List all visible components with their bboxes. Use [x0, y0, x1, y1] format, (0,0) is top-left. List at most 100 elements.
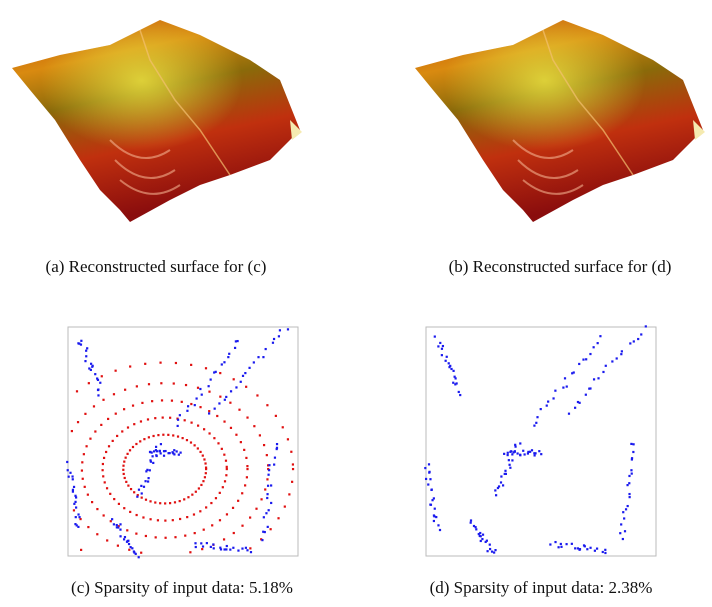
sample-point — [620, 523, 622, 525]
sample-point — [119, 529, 121, 531]
sample-point — [437, 524, 439, 526]
sample-point — [489, 544, 491, 546]
sample-point — [240, 441, 242, 443]
sample-point — [536, 416, 538, 418]
sample-point — [632, 443, 634, 445]
sample-point — [155, 454, 157, 456]
sample-point — [268, 464, 270, 466]
sample-point — [217, 442, 219, 444]
sample-point — [585, 358, 587, 360]
sample-point — [510, 450, 512, 452]
sample-point — [270, 528, 272, 530]
sample-point — [219, 492, 221, 494]
sample-point — [631, 458, 633, 460]
sample-point — [223, 361, 225, 363]
sample-point — [504, 473, 506, 475]
sample-point — [155, 446, 157, 448]
sample-point — [243, 449, 245, 451]
sample-point — [119, 523, 121, 525]
sample-point — [177, 435, 179, 437]
sample-point — [182, 437, 184, 439]
sample-point — [266, 497, 268, 499]
sample-point — [214, 408, 216, 410]
sample-point — [219, 372, 221, 374]
sample-point — [197, 425, 199, 427]
sample-point — [226, 466, 228, 468]
sample-point — [174, 536, 176, 538]
sample-point — [238, 409, 240, 411]
sample-point — [97, 394, 99, 396]
sample-point — [625, 508, 627, 510]
sample-point — [90, 363, 92, 365]
sample-point — [88, 382, 90, 384]
sample-point — [428, 463, 430, 465]
sample-point — [599, 335, 601, 337]
sample-point — [485, 541, 487, 543]
sample-point — [100, 424, 102, 426]
sample-point — [574, 547, 576, 549]
sample-point — [128, 549, 130, 551]
sample-point — [133, 491, 135, 493]
sample-point — [511, 459, 513, 461]
sample-point — [97, 389, 99, 391]
sample-point — [495, 494, 497, 496]
plot-frame — [68, 327, 298, 556]
sample-point — [144, 363, 146, 365]
sample-point — [79, 518, 81, 520]
sample-point — [75, 516, 77, 518]
sample-point — [123, 507, 125, 509]
sample-point — [175, 362, 177, 364]
sample-point — [235, 434, 237, 436]
sample-point — [253, 361, 255, 363]
sample-point — [582, 358, 584, 360]
sample-point — [186, 410, 188, 412]
sample-point — [287, 328, 289, 330]
sample-point — [629, 342, 631, 344]
sample-point — [132, 446, 134, 448]
sample-point — [589, 353, 591, 355]
sample-point — [240, 381, 242, 383]
sample-point — [268, 509, 270, 511]
sample-point — [87, 494, 89, 496]
sample-point — [194, 444, 196, 446]
sample-point — [154, 501, 156, 503]
sample-point — [579, 548, 581, 550]
sample-point — [292, 463, 294, 465]
sample-point — [226, 468, 228, 470]
sample-point — [163, 455, 165, 457]
sample-point — [204, 476, 206, 478]
sample-point — [72, 491, 74, 493]
sample-point — [454, 383, 456, 385]
sample-point — [93, 405, 95, 407]
sample-point — [115, 370, 117, 372]
sample-point — [127, 426, 129, 428]
sample-point — [80, 340, 82, 342]
sample-point — [430, 504, 432, 506]
sample-point — [123, 408, 125, 410]
sample-point — [149, 518, 151, 520]
sample-point — [481, 538, 483, 540]
sample-point — [119, 535, 121, 537]
sample-point — [470, 522, 472, 524]
sample-point — [616, 357, 618, 359]
sample-point — [211, 524, 213, 526]
sample-point — [629, 496, 631, 498]
sample-point — [81, 461, 83, 463]
sample-point — [90, 369, 92, 371]
sample-point — [425, 478, 427, 480]
sample-point — [76, 390, 78, 392]
sample-point — [546, 405, 548, 407]
sample-point — [194, 404, 196, 406]
sample-point — [267, 474, 269, 476]
sample-point — [500, 481, 502, 483]
sample-point — [288, 493, 290, 495]
sample-point — [482, 534, 484, 536]
sample-point — [197, 447, 199, 449]
sample-point — [232, 547, 234, 549]
sample-point — [199, 388, 201, 390]
sample-point — [640, 333, 642, 335]
sample-point — [278, 335, 280, 337]
sample-point — [429, 478, 431, 480]
sample-point — [183, 498, 185, 500]
sample-point — [628, 475, 630, 477]
